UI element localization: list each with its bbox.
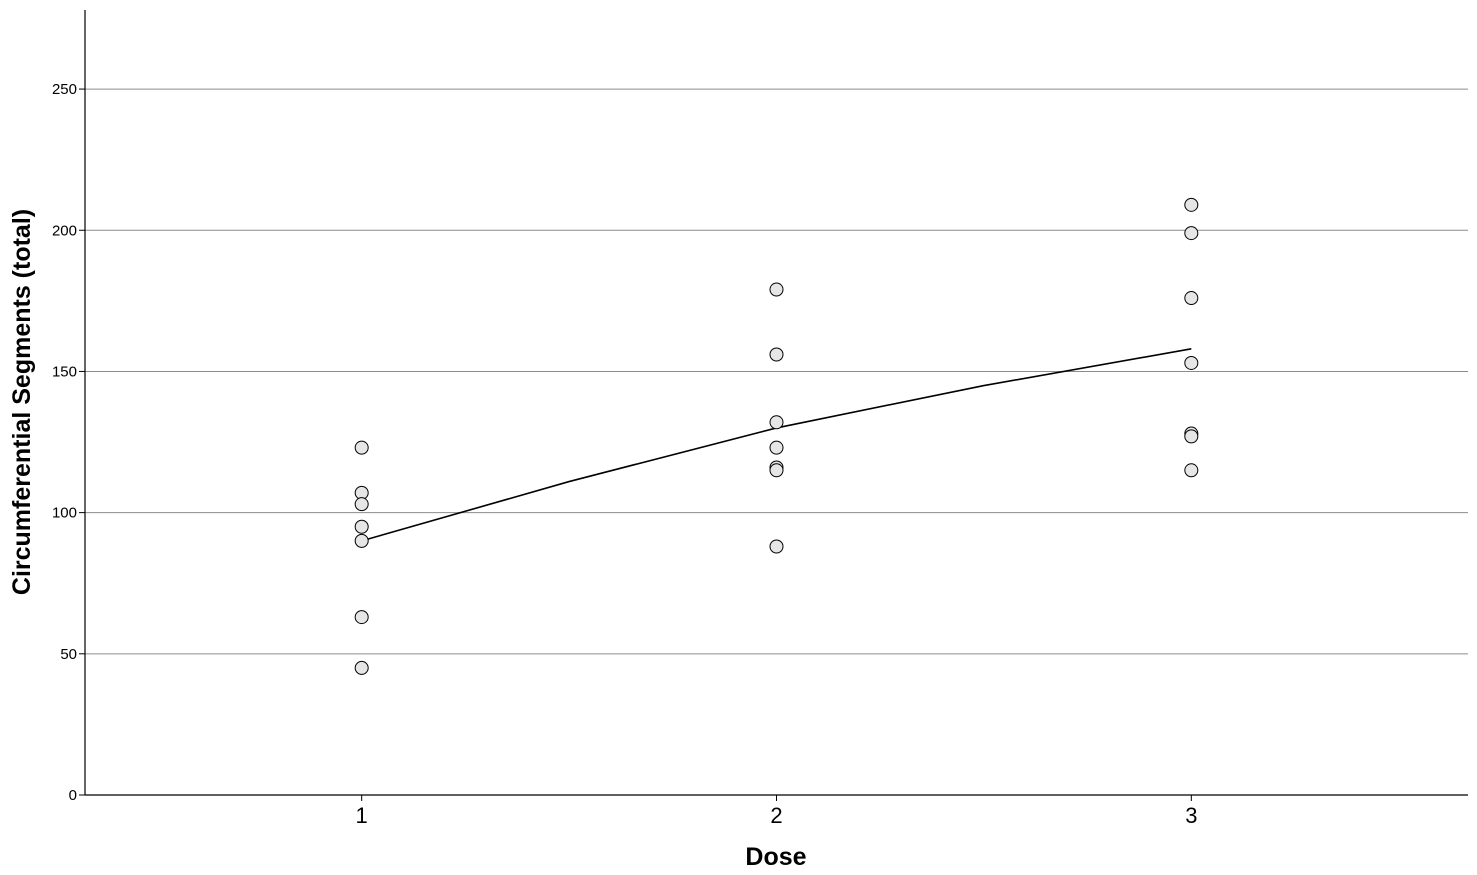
- data-point: [1184, 226, 1199, 241]
- data-point: [769, 463, 784, 478]
- data-point: [354, 660, 369, 675]
- data-point: [354, 533, 369, 548]
- x-axis-ticks: 1 2 3: [356, 795, 1197, 828]
- data-points: [354, 197, 1199, 675]
- data-point: [769, 440, 784, 455]
- data-point: [769, 415, 784, 430]
- gridlines: [85, 88, 1468, 655]
- data-point: [769, 347, 784, 362]
- y-tick-label: 0: [69, 787, 77, 804]
- x-tick-label: 3: [1185, 803, 1197, 828]
- y-tick-label: 50: [60, 646, 77, 663]
- y-axis-title: Circumferential Segments (total): [8, 209, 36, 595]
- x-tick-label: 2: [770, 803, 782, 828]
- y-tick-label: 150: [52, 363, 77, 380]
- y-tick-label: 100: [52, 505, 77, 522]
- x-tick-label: 1: [356, 803, 368, 828]
- data-point: [354, 610, 369, 625]
- data-point: [769, 539, 784, 554]
- y-tick-label: 250: [52, 81, 77, 98]
- data-point: [1184, 355, 1199, 370]
- data-point: [1184, 463, 1199, 478]
- data-point: [1184, 197, 1199, 212]
- x-axis-title: Dose: [745, 843, 806, 871]
- data-point: [769, 282, 784, 297]
- data-point: [1184, 429, 1199, 444]
- y-tick-label: 200: [52, 222, 77, 239]
- data-point: [354, 519, 369, 534]
- data-point: [354, 440, 369, 455]
- data-point: [1184, 291, 1199, 306]
- data-point: [354, 497, 369, 512]
- y-axis-ticks: 0 50 100 150 200 250: [52, 81, 85, 804]
